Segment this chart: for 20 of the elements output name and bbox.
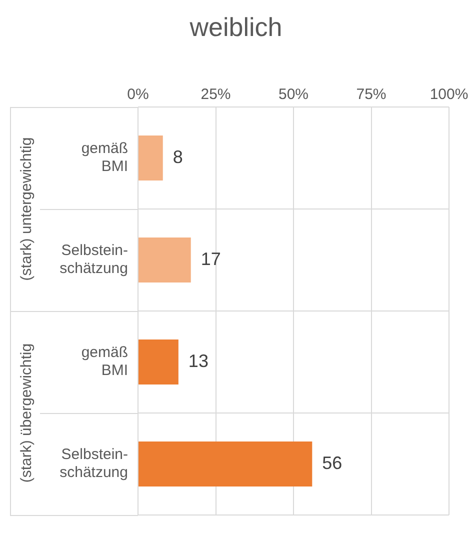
x-tick-label: 0% — [127, 86, 149, 104]
y-tick-label: gemäß BMI — [81, 140, 128, 176]
y-tick-label: gemäß BMI — [81, 344, 128, 380]
bar — [138, 238, 191, 282]
bar — [138, 136, 163, 180]
text: (stark) übergewichtig — [18, 343, 36, 483]
bar — [138, 340, 178, 384]
chart-title: weiblich — [188, 12, 284, 43]
x-tick-label: 25% — [200, 86, 231, 104]
data-label: 17 — [200, 248, 221, 269]
y-tick-label: Selbstein- schätzung — [60, 446, 128, 482]
x-tick-label: 100% — [430, 86, 468, 104]
data-label: 56 — [322, 452, 342, 473]
text: (stark) untergewichtig — [18, 137, 36, 281]
x-tick-label: 50% — [278, 86, 309, 104]
x-tick-label: 75% — [356, 86, 386, 104]
data-label: 8 — [172, 146, 183, 167]
bar — [138, 442, 312, 486]
data-label: 13 — [188, 350, 208, 371]
y-tick-label: Selbstein- schätzung — [60, 242, 128, 278]
